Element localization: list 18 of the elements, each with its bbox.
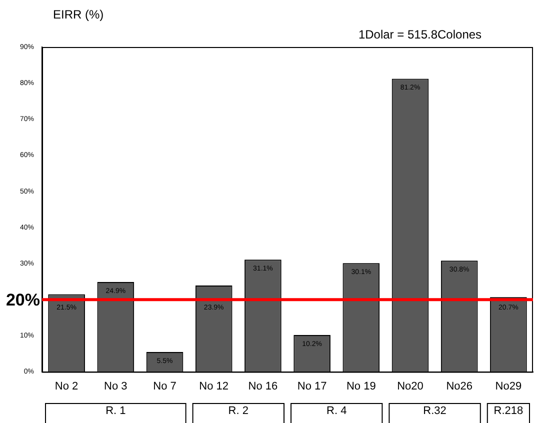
x-tick-label: No20: [397, 380, 424, 392]
text: R. 2: [228, 405, 248, 418]
text: R.218: [494, 405, 524, 418]
ref-line-label: 20%: [6, 290, 40, 310]
x-tick-label: No 12: [199, 380, 229, 392]
text: R. 1: [106, 405, 126, 418]
x-tick-label: No 17: [297, 380, 327, 392]
text: R. 4: [326, 405, 347, 418]
x-tick-label: No 7: [153, 380, 176, 392]
x-tick-label: No 19: [346, 380, 376, 392]
x-tick-label: No26: [446, 380, 472, 392]
text: R.32: [423, 405, 446, 418]
text: 1Dolar = 515.8Colones: [358, 27, 482, 42]
x-tick-label: No29: [495, 380, 522, 392]
x-tick-label: No 16: [248, 380, 278, 392]
y-axis-title: EIRR (%): [53, 7, 104, 22]
x-tick-label: No 3: [104, 380, 128, 392]
x-tick-label: No 2: [54, 380, 78, 392]
